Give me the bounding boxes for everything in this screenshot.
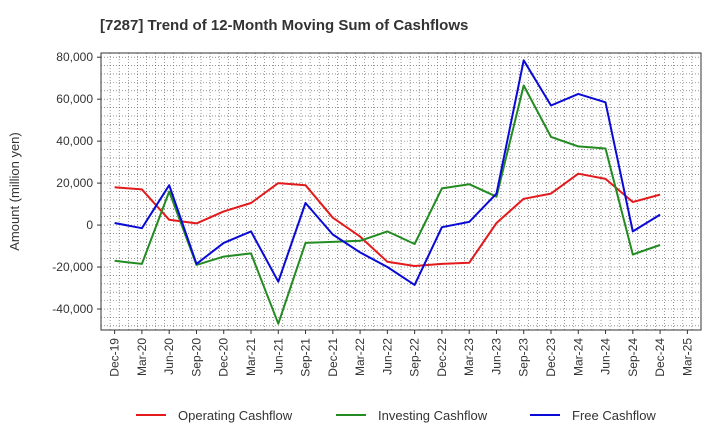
y-tick-label: 20,000 <box>56 176 93 190</box>
x-axis-ticks: Dec-19 Mar-20 Jun-20 Sep-20 Dec-20 Mar-21 Jun-… <box>108 330 694 377</box>
x-tick-label: Mar-20 <box>135 338 149 376</box>
y-tick-label: -40,000 <box>52 302 93 316</box>
y-tick-label: -20,000 <box>52 260 93 274</box>
x-tick-label: Dec-20 <box>217 338 231 377</box>
series-line-operating-cashflow <box>114 172 661 267</box>
legend-label-investing-cashflow: Investing Cashflow <box>378 408 488 423</box>
legend: Operating Cashflow Investing Cashflow Free… <box>136 408 656 423</box>
x-tick-label: Mar-22 <box>353 338 367 376</box>
x-tick-label: Dec-19 <box>108 338 122 377</box>
plot-frame <box>100 52 702 331</box>
x-tick-label: Jun-23 <box>489 338 503 375</box>
y-tick-label: 60,000 <box>56 92 93 106</box>
series-lines <box>114 59 661 325</box>
y-axis-ticks: -40,000 -20,000 0 20,000 40,000 60,000 80,000 <box>52 50 101 316</box>
x-tick-label: Sep-22 <box>408 338 422 377</box>
x-tick-label: Jun-20 <box>162 338 176 375</box>
series-line-investing-cashflow <box>114 84 661 325</box>
chart-title: [7287] Trend of 12-Month Moving Sum of C… <box>100 17 468 34</box>
series-line-free-cashflow <box>114 59 661 286</box>
grid <box>100 53 702 330</box>
x-tick-label: Sep-21 <box>299 338 313 377</box>
y-tick-label: 0 <box>86 218 93 232</box>
y-tick-label: 40,000 <box>56 134 93 148</box>
x-tick-label: Dec-23 <box>544 338 558 377</box>
y-axis-label: Amount (million yen) <box>7 132 22 251</box>
x-tick-label: Jun-24 <box>599 338 613 375</box>
x-tick-label: Sep-23 <box>517 338 531 377</box>
x-tick-label: Dec-22 <box>435 338 449 377</box>
x-tick-label: Jun-21 <box>271 338 285 375</box>
x-tick-label: Sep-20 <box>189 338 203 377</box>
x-tick-label: Jun-22 <box>380 338 394 375</box>
x-tick-label: Mar-23 <box>462 338 476 376</box>
x-tick-label: Dec-21 <box>326 338 340 377</box>
x-tick-label: Mar-25 <box>680 338 694 376</box>
y-tick-label: 80,000 <box>56 50 93 64</box>
x-tick-label: Sep-24 <box>626 338 640 377</box>
x-tick-label: Dec-24 <box>653 338 667 377</box>
x-tick-label: Mar-24 <box>571 338 585 376</box>
legend-label-operating-cashflow: Operating Cashflow <box>178 408 293 423</box>
legend-label-free-cashflow: Free Cashflow <box>572 408 656 423</box>
x-tick-label: Mar-21 <box>244 338 258 376</box>
